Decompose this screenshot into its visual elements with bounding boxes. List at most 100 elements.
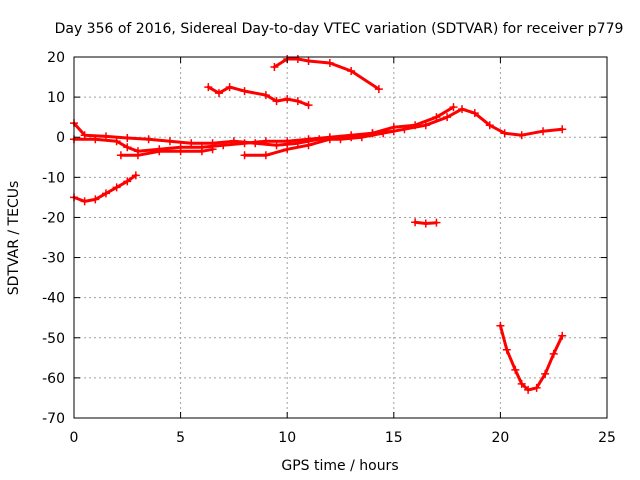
data-point — [470, 109, 479, 118]
data-point — [225, 83, 234, 92]
grid — [74, 57, 607, 418]
series-arc-9 — [496, 321, 567, 394]
data-point — [304, 57, 313, 66]
data-point — [432, 113, 441, 122]
data-point — [524, 385, 533, 394]
data-point — [539, 127, 548, 136]
data-point — [165, 137, 174, 146]
series-arc-6 — [204, 83, 313, 110]
data-point — [133, 151, 142, 160]
data-point — [123, 177, 132, 186]
data-point — [502, 345, 511, 354]
data-point — [500, 129, 509, 138]
data-point — [131, 171, 140, 180]
data-point — [283, 145, 292, 154]
y-tick-label: -20 — [42, 210, 65, 226]
series-arc-1 — [70, 171, 140, 206]
series-layer — [70, 55, 567, 394]
data-point — [261, 137, 270, 146]
data-point — [272, 97, 281, 106]
data-point — [558, 125, 567, 134]
data-point — [293, 55, 302, 64]
data-point — [374, 85, 383, 94]
data-point — [283, 95, 292, 104]
data-point — [485, 121, 494, 130]
data-point — [197, 147, 206, 156]
data-point — [293, 97, 302, 106]
x-axis-label: GPS time / hours — [281, 458, 398, 474]
data-point — [411, 218, 420, 227]
data-point — [176, 147, 185, 156]
y-tick-label: -30 — [42, 251, 65, 267]
data-point — [558, 331, 567, 340]
series-line — [72, 173, 138, 203]
y-tick-label: -40 — [42, 291, 65, 307]
data-point — [389, 123, 398, 132]
y-axis-label: SDTVAR / TECUs — [6, 181, 22, 296]
plot-frame — [73, 56, 608, 419]
data-point — [240, 87, 249, 96]
series-arc-5 — [240, 103, 458, 160]
y-tick-label: -60 — [42, 371, 65, 387]
series-arc-8 — [411, 218, 441, 228]
data-point — [261, 151, 270, 160]
data-point — [204, 83, 213, 92]
data-point — [432, 218, 441, 227]
data-point — [116, 151, 125, 160]
data-point — [144, 135, 153, 144]
data-point — [421, 219, 430, 228]
x-tick-label: 10 — [278, 430, 296, 446]
tick-layer: 0 5 10 15 20 25 20 10 0 -10 -20 -30 -40 -50 -60 -70 — [42, 50, 616, 446]
data-point — [155, 147, 164, 156]
data-point — [214, 89, 223, 98]
x-tick-label: 20 — [491, 430, 509, 446]
series-line — [498, 324, 564, 392]
data-point — [549, 349, 558, 358]
data-point — [219, 141, 228, 150]
y-tick-label: -70 — [42, 411, 65, 427]
chart-title: Day 356 of 2016, Sidereal Day-to-day VTE… — [55, 21, 624, 37]
data-point — [347, 67, 356, 76]
data-point — [123, 134, 132, 143]
series-arc-4 — [116, 145, 217, 160]
x-tick-label: 25 — [598, 430, 616, 446]
data-point — [496, 321, 505, 330]
data-point — [458, 105, 467, 114]
data-point — [347, 133, 356, 142]
data-point — [240, 151, 249, 160]
data-point — [532, 383, 541, 392]
data-point — [80, 197, 89, 206]
data-point — [91, 195, 100, 204]
y-tick-label: -50 — [42, 331, 65, 347]
data-point — [517, 379, 526, 388]
y-tick-label: 0 — [56, 130, 65, 146]
data-point — [261, 91, 270, 100]
x-tick-label: 0 — [70, 430, 79, 446]
data-point — [208, 145, 217, 154]
data-point — [511, 365, 520, 374]
x-tick-label: 5 — [176, 430, 185, 446]
y-tick-label: 10 — [47, 90, 65, 106]
data-point — [517, 131, 526, 140]
data-point — [368, 129, 377, 138]
data-point — [325, 59, 334, 68]
y-tick-label: 20 — [47, 50, 65, 66]
data-point — [123, 143, 132, 152]
data-point — [270, 63, 279, 72]
data-point — [240, 139, 249, 148]
data-point — [325, 135, 334, 144]
data-point — [283, 137, 292, 146]
data-point — [112, 137, 121, 146]
x-tick-label: 15 — [385, 430, 403, 446]
data-point — [411, 121, 420, 130]
data-point — [443, 113, 452, 122]
y-tick-label: -10 — [42, 170, 65, 186]
data-point — [101, 189, 110, 198]
data-point — [112, 183, 121, 192]
data-point — [449, 103, 458, 112]
data-point — [541, 369, 550, 378]
series-line — [206, 85, 310, 107]
data-point — [304, 141, 313, 150]
data-point — [304, 101, 313, 110]
data-point — [91, 135, 100, 144]
